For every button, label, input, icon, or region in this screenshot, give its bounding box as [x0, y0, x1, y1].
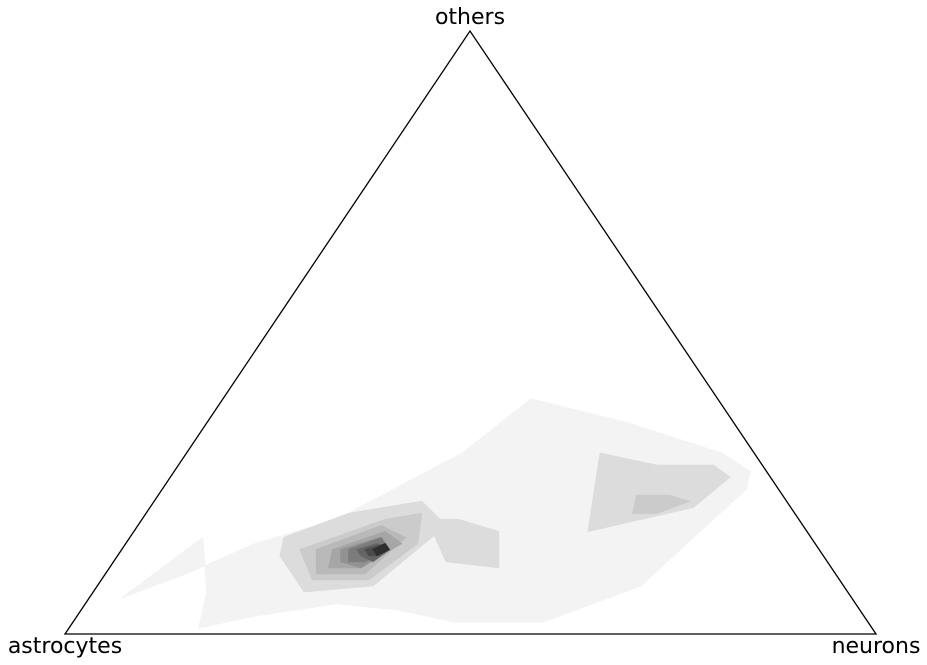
- vertex-label-neurons: neurons: [832, 634, 921, 659]
- ternary-triangle-frame: [63, 29, 878, 635]
- contour-level-10-region-1: [372, 542, 391, 557]
- contour-level-3-region-1: [631, 494, 691, 514]
- density-contours: [121, 398, 751, 629]
- contour-level-2-region-2: [587, 452, 731, 533]
- vertex-label-astrocytes: astrocytes: [8, 634, 122, 659]
- contour-level-1-region-1: [121, 398, 751, 629]
- vertex-label-others: others: [435, 5, 505, 30]
